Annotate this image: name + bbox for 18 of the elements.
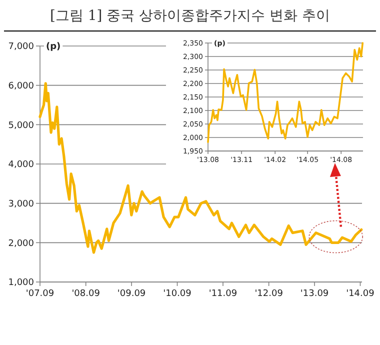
x-tick-label: '09.09 <box>117 289 146 299</box>
x-tick-label: '08.09 <box>72 289 100 299</box>
y-tick-label: 6,000 <box>8 81 34 92</box>
x-tick-label: '13.09 <box>300 289 329 299</box>
y-tick-label: 4,000 <box>8 160 34 170</box>
chart-title: [그림 1] 중국 상하이종합주가지수 변화 추이 <box>50 8 330 24</box>
y-tick-label: 1,000 <box>8 278 34 288</box>
x-tick-label: '14.09 <box>346 289 375 299</box>
y-tick-label: 2,000 <box>8 238 34 249</box>
x-tick-label: '10.09 <box>163 289 192 299</box>
y-tick-label: 3,000 <box>8 199 34 210</box>
x-tick-label: '11.09 <box>208 289 238 299</box>
y-tick-label: 5,000 <box>8 120 34 131</box>
line-series <box>38 82 363 254</box>
x-tick-label: '12.09 <box>254 289 284 299</box>
y-axis-title: (p) <box>46 42 61 52</box>
y-tick-label: 7,000 <box>8 42 34 52</box>
x-tick-label: '07.09 <box>26 289 54 299</box>
